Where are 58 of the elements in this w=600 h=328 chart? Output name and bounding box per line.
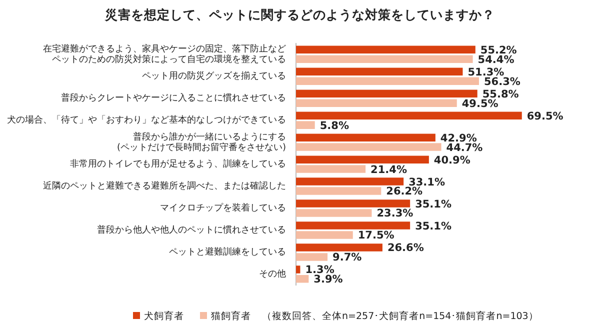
bar (296, 90, 478, 98)
data-label: 44.7% (446, 142, 484, 154)
bar (296, 46, 476, 54)
data-label: 23.3% (376, 208, 414, 220)
data-label: 40.9% (434, 154, 471, 166)
data-label: 33.1% (408, 176, 446, 188)
bar (296, 112, 522, 120)
y-tick-label: 非常用のトイレでも用が足せるよう、訓練をしている (70, 158, 286, 170)
legend-label: 猫飼育者 (210, 310, 251, 323)
bar (296, 121, 315, 129)
y-tick-label: 犬の場合、「待て」や「おすわり」など基本的なしつけができている (7, 114, 286, 126)
bar (296, 143, 442, 151)
y-tick-label: ペット用の防災グッズを揃えている (142, 70, 286, 82)
chart-title: 災害を想定して、ペットに関するどのような対策をしていますか？ (104, 6, 496, 24)
data-label: 56.3% (484, 76, 521, 88)
data-label: 42.9% (440, 132, 478, 144)
data-label: 3.9% (314, 274, 344, 286)
data-label: 9.7% (332, 252, 362, 264)
bar (296, 200, 410, 208)
bar (296, 156, 429, 164)
y-tick-label: 在宅避難ができるよう、家具やケージの固定、落下防止などペットのための防災対策によって自宅の環境を整えている (43, 43, 286, 66)
bar (296, 77, 479, 85)
bar (296, 244, 382, 252)
data-label: 35.1% (415, 198, 452, 210)
y-tick-label: 普段から他人や他人のペットに慣れさせている (97, 224, 286, 236)
bar (296, 178, 404, 186)
data-label: 55.8% (482, 88, 520, 100)
bar (296, 165, 366, 173)
y-tick-label: その他 (259, 268, 286, 280)
y-tick-label: 普段からクレートやケージに入ることに慣れさせている (61, 92, 286, 104)
bar (296, 68, 463, 76)
y-tick-label: 普段から誰かが一緒にいるようにする(ペットだけで長時間お留守番をさせない) (116, 131, 286, 154)
bar (296, 99, 457, 107)
data-label: 51.3% (468, 66, 505, 78)
bar (296, 266, 300, 274)
y-tick-label: 近隣のペットと避難できる避難所を調べた、または確認した (43, 180, 286, 192)
bar (296, 55, 473, 63)
data-label: 54.4% (478, 54, 515, 66)
bar (296, 134, 436, 142)
data-label: 5.8% (320, 120, 350, 132)
bar (296, 222, 410, 230)
data-label: 35.1% (415, 220, 452, 232)
data-label: 49.5% (462, 98, 499, 110)
legend-label: 犬飼育者 (143, 310, 184, 323)
data-label: 26.2% (386, 186, 424, 198)
data-label: 55.2% (480, 44, 518, 56)
bar (296, 231, 353, 239)
data-label: 26.6% (387, 242, 424, 254)
bar (296, 253, 328, 261)
bar (296, 275, 309, 283)
data-label: 21.4% (370, 164, 408, 176)
bar (296, 187, 382, 195)
y-tick-label: マイクロチップを装着している (160, 202, 286, 214)
y-tick-label: ペットと避難訓練をしている (169, 246, 286, 258)
bar (296, 209, 372, 217)
data-label: 17.5% (358, 230, 395, 242)
text: （複数回答、全体n=257･犬飼育者n=154･猫飼育者n=103） (262, 310, 538, 323)
data-label: 69.5% (526, 110, 564, 122)
